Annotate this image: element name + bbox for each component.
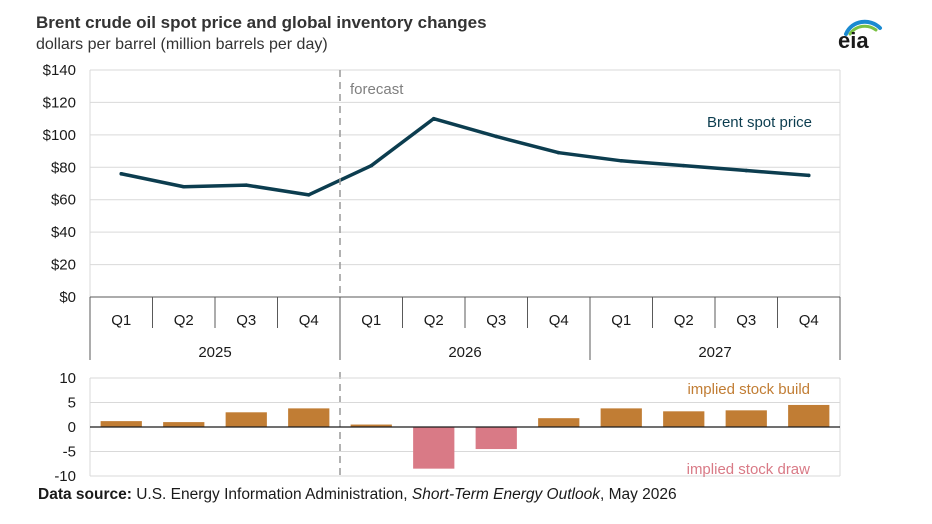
eia-logo-icon [844,19,882,36]
data-source: Data source: U.S. Energy Information Adm… [38,486,677,504]
draw-label: implied stock draw [687,461,811,478]
brent-price-point [369,163,374,168]
brent-price-point [306,193,311,197]
chart-subtitle: dollars per barrel (million barrels per … [36,36,328,53]
series-label: Brent spot price [707,114,812,131]
brent-price-point [181,184,186,189]
stock-build-bar [663,411,705,427]
stock-build-bar [225,412,267,427]
y-tick-label: 10 [59,370,76,387]
year-label: 2027 [698,344,731,361]
forecast-label: forecast [350,81,404,98]
brent-price-point [806,173,811,178]
x-tick-label: Q1 [111,312,131,329]
stock-build-bar [350,424,392,427]
brent-price-line [119,116,811,197]
stock-build-bar [100,421,142,427]
x-tick-label: Q3 [236,312,256,329]
x-tick-label: Q2 [674,312,694,329]
brent-price-point [556,150,561,155]
data-source-label: Data source: [38,486,132,503]
y-tick-label: 0 [68,419,76,436]
stock-build-bar [288,408,330,427]
stock-build-bar [788,404,830,427]
y-tick-label: $80 [51,159,76,176]
brent-price-point [744,168,749,173]
stock-build-bar [163,422,205,427]
brent-price-point [119,171,124,176]
chart-title: Brent crude oil spot price and global in… [36,13,487,32]
y-tick-label: $140 [43,62,76,79]
y-tick-label: $120 [43,94,76,111]
brent-price-point [681,163,686,168]
brent-price-point [244,183,249,187]
x-tick-label: Q1 [361,312,381,329]
x-tick-label: Q3 [736,312,756,329]
y-tick-label: -5 [63,444,76,461]
brent-price-point [431,116,436,121]
eia-logo-text: eia [838,28,869,53]
y-tick-label: $0 [59,289,76,306]
x-tick-label: Q2 [174,312,194,329]
brent-price-point [619,159,624,163]
data-source-date: , May 2026 [599,486,677,503]
data-source-publication: Short-Term Energy Outlook [411,486,600,503]
stock-build-bar [538,418,580,427]
brent-price-point [494,134,499,139]
stock-build-bar [725,410,767,427]
y-tick-label: -10 [54,468,76,485]
y-tick-label: $40 [51,224,76,241]
x-tick-label: Q1 [611,312,631,329]
y-tick-label: $60 [51,192,76,209]
x-tick-label: Q3 [486,312,506,329]
x-tick-label: Q4 [299,312,319,329]
stock-build-bar [600,408,642,427]
x-tick-label: Q4 [549,312,569,329]
y-tick-label: $20 [51,257,76,274]
y-tick-label: $100 [43,127,76,144]
build-label: implied stock build [687,381,810,398]
year-label: 2025 [198,344,231,361]
stock-draw-bar [413,427,455,469]
year-label: 2026 [448,344,481,361]
y-tick-label: 5 [68,395,76,412]
x-tick-label: Q2 [424,312,444,329]
stock-draw-bar [475,427,517,450]
x-tick-label: Q4 [799,312,819,329]
data-source-text: U.S. Energy Information Administration, [131,486,412,503]
